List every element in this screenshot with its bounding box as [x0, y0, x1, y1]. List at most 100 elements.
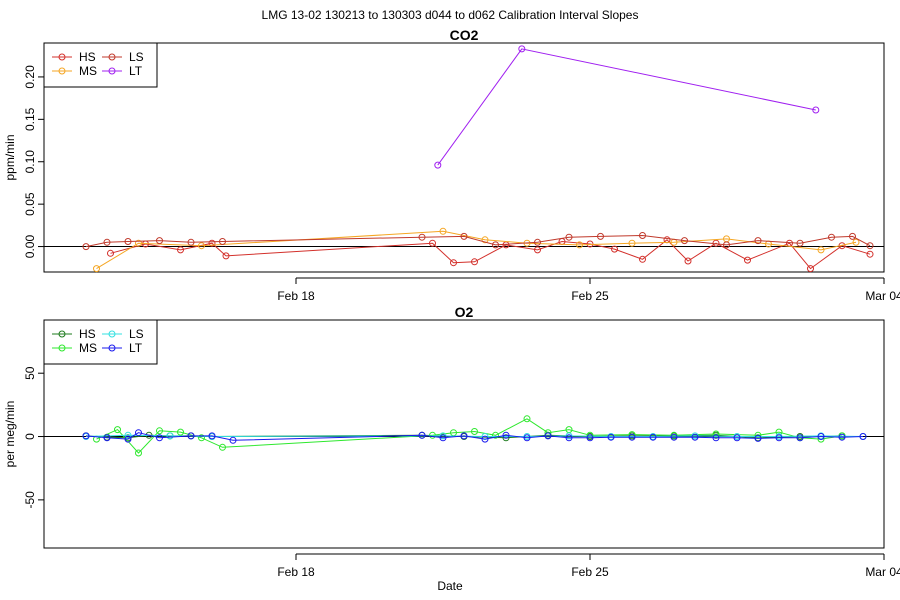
o2-series-ms-line	[96, 418, 843, 454]
co2-y-tick-label: 0.15	[23, 107, 37, 131]
o2-legend-ms-label: MS	[79, 341, 97, 355]
o2-panel: O2 per meg/min -50 0 50 Feb 18 Feb 25 Mar 04 HSM…	[3, 304, 900, 579]
co2-x-tick-label: Feb 25	[571, 289, 609, 303]
o2-series-ms-point	[156, 427, 163, 435]
o2-series-lt-point	[670, 433, 678, 441]
co2-series-ls-point	[681, 237, 688, 245]
co2-series-ls-point	[754, 237, 762, 245]
o2-legend-hs-label: HS	[79, 327, 96, 341]
co2-series-hs-point	[807, 265, 814, 273]
o2-series-ms-point	[471, 428, 478, 435]
o2-series-lt-point	[649, 433, 657, 441]
figure-title: LMG 13-02 130213 to 130303 d044 to d062 …	[262, 8, 639, 22]
co2-chart-title: CO2	[450, 27, 479, 43]
co2-series-ls-point	[124, 238, 132, 245]
o2-series-lt-point	[229, 436, 237, 444]
co2-plot-frame	[43, 42, 885, 273]
co2-series-hs-line	[110, 239, 871, 270]
co2-legend-lt-marker	[108, 67, 116, 75]
o2-series-ms-point	[523, 415, 531, 423]
co2-series-hs-point	[471, 258, 478, 266]
o2-series-lt-point	[796, 434, 804, 442]
co2-series-ls-point	[565, 233, 573, 241]
co2-x-tick-label: Mar 04	[865, 289, 900, 303]
co2-series-hs-point	[107, 249, 114, 257]
co2-series-lt-line	[437, 48, 816, 166]
co2-x-tick-label: Feb 18	[277, 289, 315, 303]
co2-series-ls-point	[866, 242, 874, 250]
co2-series-ms-point	[817, 246, 825, 254]
co2-legend-box	[43, 42, 158, 88]
o2-series-lt-point	[187, 432, 195, 440]
o2-series-lt-point	[607, 433, 615, 441]
co2-series-ls-point	[828, 233, 835, 241]
co2-legend-hs-marker	[58, 53, 66, 61]
o2-y-tick-label: 50	[23, 366, 37, 380]
co2-series-hs-point	[744, 256, 751, 264]
co2-series-ls-point	[418, 233, 426, 241]
o2-series-lt-point	[838, 433, 846, 441]
o2-legend-ls-marker	[108, 330, 116, 338]
o2-legend-lt-label: LT	[129, 341, 143, 355]
o2-series-ls-point	[124, 431, 132, 439]
co2-series-lt-point	[518, 45, 526, 53]
o2-series-ms-point	[177, 428, 184, 436]
o2-series-ms-point	[114, 426, 121, 434]
o2-legend-ms-marker	[58, 344, 66, 352]
o2-series-lt-point	[460, 432, 468, 440]
co2-legend-lt-label: LT	[129, 64, 143, 78]
o2-series-lt-point	[156, 434, 163, 442]
o2-series-lt-point	[481, 435, 489, 443]
o2-series-lt-point	[502, 431, 510, 439]
co2-series-ls-point	[82, 243, 90, 251]
o2-series-ms-point	[198, 434, 205, 442]
o2-series-lt-point	[628, 433, 636, 441]
o2-series-lt-point	[817, 433, 825, 440]
o2-series-ms-point	[492, 431, 499, 439]
co2-series-ls-point	[597, 232, 604, 240]
co2-series-hs-point	[177, 246, 184, 254]
co2-series-ms-line	[96, 230, 857, 270]
co2-y-tick-label: 0.00	[23, 235, 37, 259]
o2-series-lt-point	[565, 434, 573, 442]
o2-legend-ls-label: LS	[129, 327, 144, 341]
co2-y-tick-label: 0.05	[23, 192, 37, 216]
co2-y-tick-label: 0.20	[23, 65, 37, 89]
o2-series-lt-point	[523, 434, 531, 442]
co2-series-ls-point	[187, 238, 195, 246]
o2-series-lt-point	[82, 432, 90, 440]
co2-series-ls-point	[639, 232, 646, 239]
co2-series-ls-point	[534, 238, 541, 246]
o2-series-ms-point	[670, 431, 678, 439]
co2-series-hs-point	[611, 245, 618, 253]
o2-legend-hs-marker	[58, 330, 66, 338]
o2-series-lt-point	[754, 434, 762, 442]
co2-series-ms-point	[439, 227, 447, 235]
co2-legend-ls-marker	[108, 53, 116, 61]
co2-series-ms-point	[93, 265, 100, 273]
o2-series-ms-point	[429, 431, 436, 439]
co2-series-hs-point	[208, 239, 216, 247]
co2-series-hs-point	[429, 239, 436, 247]
co2-series-ms-point	[852, 238, 860, 246]
x-axis-label: Date	[437, 579, 463, 593]
co2-legend-ls-label: LS	[129, 50, 144, 64]
co2-y-tick-label: 0.10	[23, 150, 37, 174]
o2-series-lt-point	[103, 434, 111, 442]
o2-series-ls-point	[166, 432, 174, 440]
co2-series-ls-point	[796, 239, 804, 247]
o2-chart-title: O2	[455, 304, 474, 320]
o2-series-lt-point	[733, 434, 741, 442]
co2-series-hs-point	[450, 259, 457, 267]
o2-x-tick-label: Mar 04	[865, 565, 900, 579]
o2-series-ls-point	[439, 432, 447, 440]
co2-series-ls-point	[849, 232, 856, 240]
co2-series-hs-point	[866, 250, 874, 258]
o2-x-tick-label: Feb 25	[571, 565, 609, 579]
co2-series-hs-point	[534, 246, 541, 254]
co2-series-ms-point	[481, 236, 489, 244]
co2-legend-hs-label: HS	[79, 50, 96, 64]
co2-series-ms-point	[135, 239, 142, 247]
